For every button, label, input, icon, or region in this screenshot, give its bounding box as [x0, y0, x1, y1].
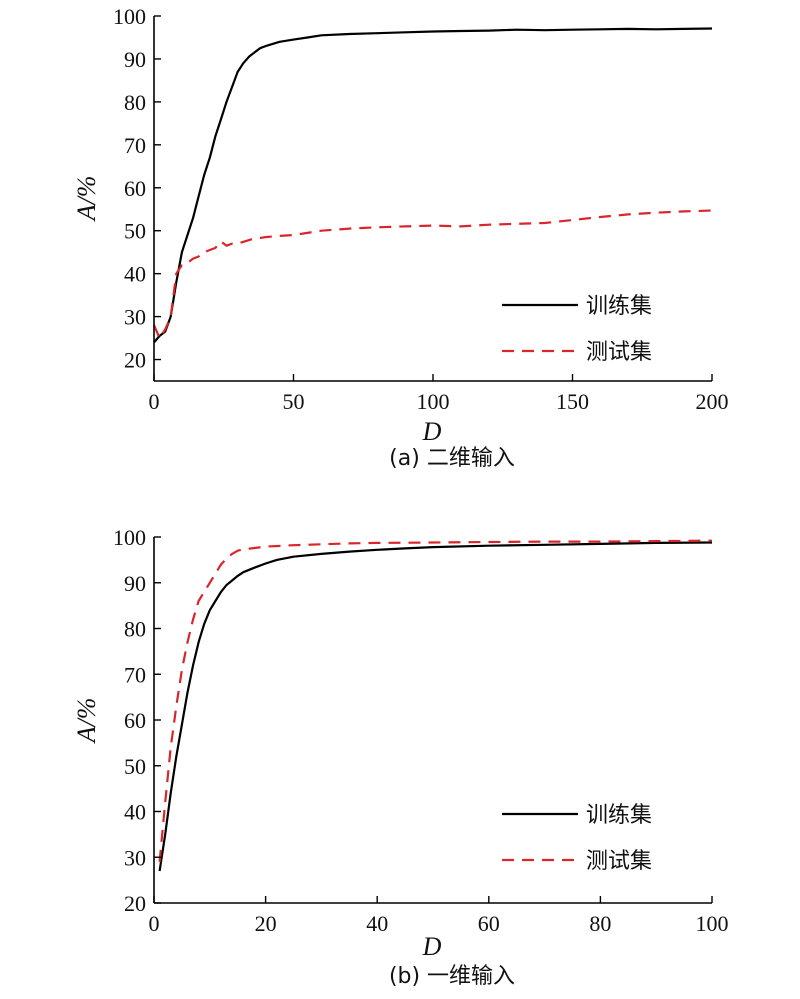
y-tick-label: 80 — [124, 90, 146, 115]
x-tick-label: 0 — [149, 911, 160, 936]
x-axis-label-b: D — [422, 932, 442, 961]
y-tick-label: 70 — [124, 662, 146, 687]
x-tick-label: 60 — [478, 911, 500, 936]
y-tick-label: 30 — [124, 845, 146, 870]
caption-b: (b) 一维输入 — [389, 964, 515, 989]
y-tick-label: 80 — [124, 617, 146, 642]
y-tick-label: 90 — [124, 47, 146, 72]
y-tick-label: 100 — [113, 525, 146, 550]
y-tick-label: 90 — [124, 571, 146, 596]
y-tick-label: 60 — [124, 176, 146, 201]
y-tick-label: 30 — [124, 305, 146, 330]
y-axis-label-b: A/% — [72, 698, 101, 745]
caption-a: (a) 二维输入 — [389, 446, 515, 471]
x-tick-label: 100 — [417, 389, 450, 414]
x-tick-label: 80 — [589, 911, 611, 936]
x-tick-label: 200 — [696, 389, 729, 414]
x-tick-label: 40 — [366, 911, 388, 936]
legend-label-train-a: 训练集 — [586, 294, 652, 319]
x-tick-label: 150 — [556, 389, 589, 414]
series-line-train — [153, 27, 713, 344]
y-tick-label: 20 — [124, 891, 146, 916]
y-tick-label: 40 — [124, 262, 146, 287]
x-tick-label: 100 — [696, 911, 729, 936]
y-tick-label: 50 — [124, 754, 146, 779]
series-line-test — [152, 209, 713, 340]
x-tick-label: 50 — [283, 389, 305, 414]
x-tick-label: 20 — [255, 911, 277, 936]
y-tick-label: 60 — [124, 708, 146, 733]
y-tick-label: 20 — [124, 348, 146, 373]
legend-label-test-a: 测试集 — [586, 340, 652, 365]
legend-label-train-b: 训练集 — [586, 803, 652, 828]
series-layer-a — [152, 27, 713, 344]
y-tick-label: 40 — [124, 800, 146, 825]
legend-a: 训练集 测试集 — [502, 294, 652, 365]
x-tick-label: 0 — [149, 389, 160, 414]
legend-label-test-b: 测试集 — [586, 849, 652, 874]
axes-a: 20 30 40 50 60 70 80 90 100 0 50 100 150 200 — [113, 4, 729, 414]
y-tick-label: 100 — [113, 4, 146, 29]
legend-b: 训练集 测试集 — [502, 803, 652, 874]
series-line-test — [158, 539, 713, 862]
y-axis-label-a: A/% — [72, 176, 101, 223]
y-tick-label: 70 — [124, 133, 146, 158]
series-layer-b — [158, 539, 713, 872]
series-line-train — [158, 541, 713, 872]
y-tick-label: 50 — [124, 219, 146, 244]
x-axis-label-a: D — [422, 417, 442, 446]
